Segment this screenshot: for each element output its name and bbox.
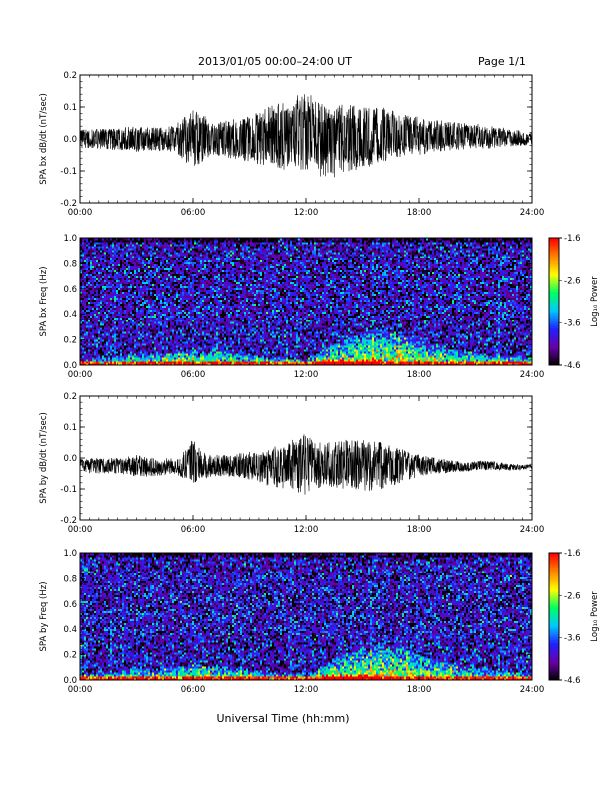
x-tick-label: 00:00 (68, 208, 93, 218)
panel-1: 0.20.10.0-0.1-0.200:00 06:00 12:00 18:00 24:… (39, 71, 544, 218)
x-tick-label: 18:00 (407, 208, 432, 218)
y-tick-label: 0.1 (63, 103, 77, 113)
y-tick-label: -0.1 (60, 167, 77, 177)
y-tick-label: 0.2 (63, 71, 77, 81)
figure: 2013/01/05 00:00–24:00 UT Page 1/1 Unive… (0, 0, 612, 792)
x-tick-label: 06:00 (181, 208, 206, 218)
spectrogram (80, 238, 532, 365)
x-tick-label: 12:00 (294, 208, 319, 218)
x-axis-label: Universal Time (hh:mm) (217, 712, 350, 725)
series-line (80, 94, 532, 177)
x-tick-label: 24:00 (520, 208, 545, 218)
figure-title: 2013/01/05 00:00–24:00 UT (198, 55, 352, 68)
y-tick-label: 0.0 (63, 135, 77, 145)
y-axis-label: SPA bx dB/dt (nT/sec) (39, 93, 49, 185)
page-indicator: Page 1/1 (478, 55, 526, 68)
